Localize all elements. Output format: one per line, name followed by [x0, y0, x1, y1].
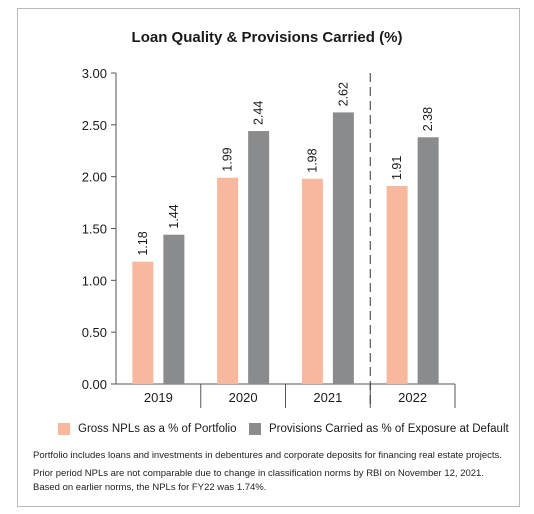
legend-label-gross-npls: Gross NPLs as a % of Portfolio — [78, 423, 237, 435]
footnote-earlier-norms: Based on earlier norms, the NPLs for FY2… — [33, 482, 267, 493]
data-label: 2.44 — [252, 101, 266, 125]
y-tick-label: 0.50 — [82, 325, 107, 340]
data-label: 1.99 — [221, 147, 235, 171]
footnote-prior-period: Prior period NPLs are not comparable due… — [33, 468, 484, 479]
y-tick-label: 2.00 — [82, 170, 107, 185]
y-tick-label: 2.50 — [82, 118, 107, 133]
data-label: 2.38 — [421, 107, 435, 131]
x-tick-label: 2019 — [144, 390, 173, 405]
bar-provisions — [332, 112, 354, 384]
bar-gross-npls — [132, 261, 154, 384]
bar-chart: 0.00 0.50 1.00 1.50 2.00 2.50 3.00 2019 2020 2021… — [82, 66, 456, 408]
x-tick-label: 2021 — [313, 390, 342, 405]
data-label: 1.98 — [305, 148, 319, 172]
bar-gross-npls — [386, 185, 408, 384]
x-tick-label: 2022 — [398, 390, 427, 405]
footnote-portfolio: Portfolio includes loans and investments… — [33, 450, 502, 461]
data-label: 1.18 — [136, 231, 150, 255]
data-label: 1.91 — [390, 156, 404, 180]
bar-provisions — [417, 137, 439, 384]
legend-label-provisions: Provisions Carried as % of Exposure at D… — [269, 423, 509, 435]
bar-provisions — [248, 131, 270, 384]
bar-gross-npls — [217, 177, 239, 384]
bar-gross-npls — [301, 178, 323, 384]
data-label: 1.44 — [167, 204, 181, 228]
legend-item-gross-npls: Gross NPLs as a % of Portfolio — [58, 423, 237, 435]
bar-provisions — [163, 234, 185, 384]
x-tick-label: 2020 — [229, 390, 258, 405]
y-tick-label: 1.50 — [82, 222, 107, 237]
data-label: 2.62 — [336, 82, 350, 106]
y-tick-label: 1.00 — [82, 273, 107, 288]
legend-swatch-provisions — [249, 423, 261, 435]
y-tick-label: 0.00 — [82, 377, 107, 392]
legend-item-provisions: Provisions Carried as % of Exposure at D… — [249, 423, 509, 435]
chart-title: Loan Quality & Provisions Carried (%) — [131, 29, 403, 46]
y-tick-label: 3.00 — [82, 66, 107, 81]
legend-swatch-gross-npls — [58, 423, 70, 435]
